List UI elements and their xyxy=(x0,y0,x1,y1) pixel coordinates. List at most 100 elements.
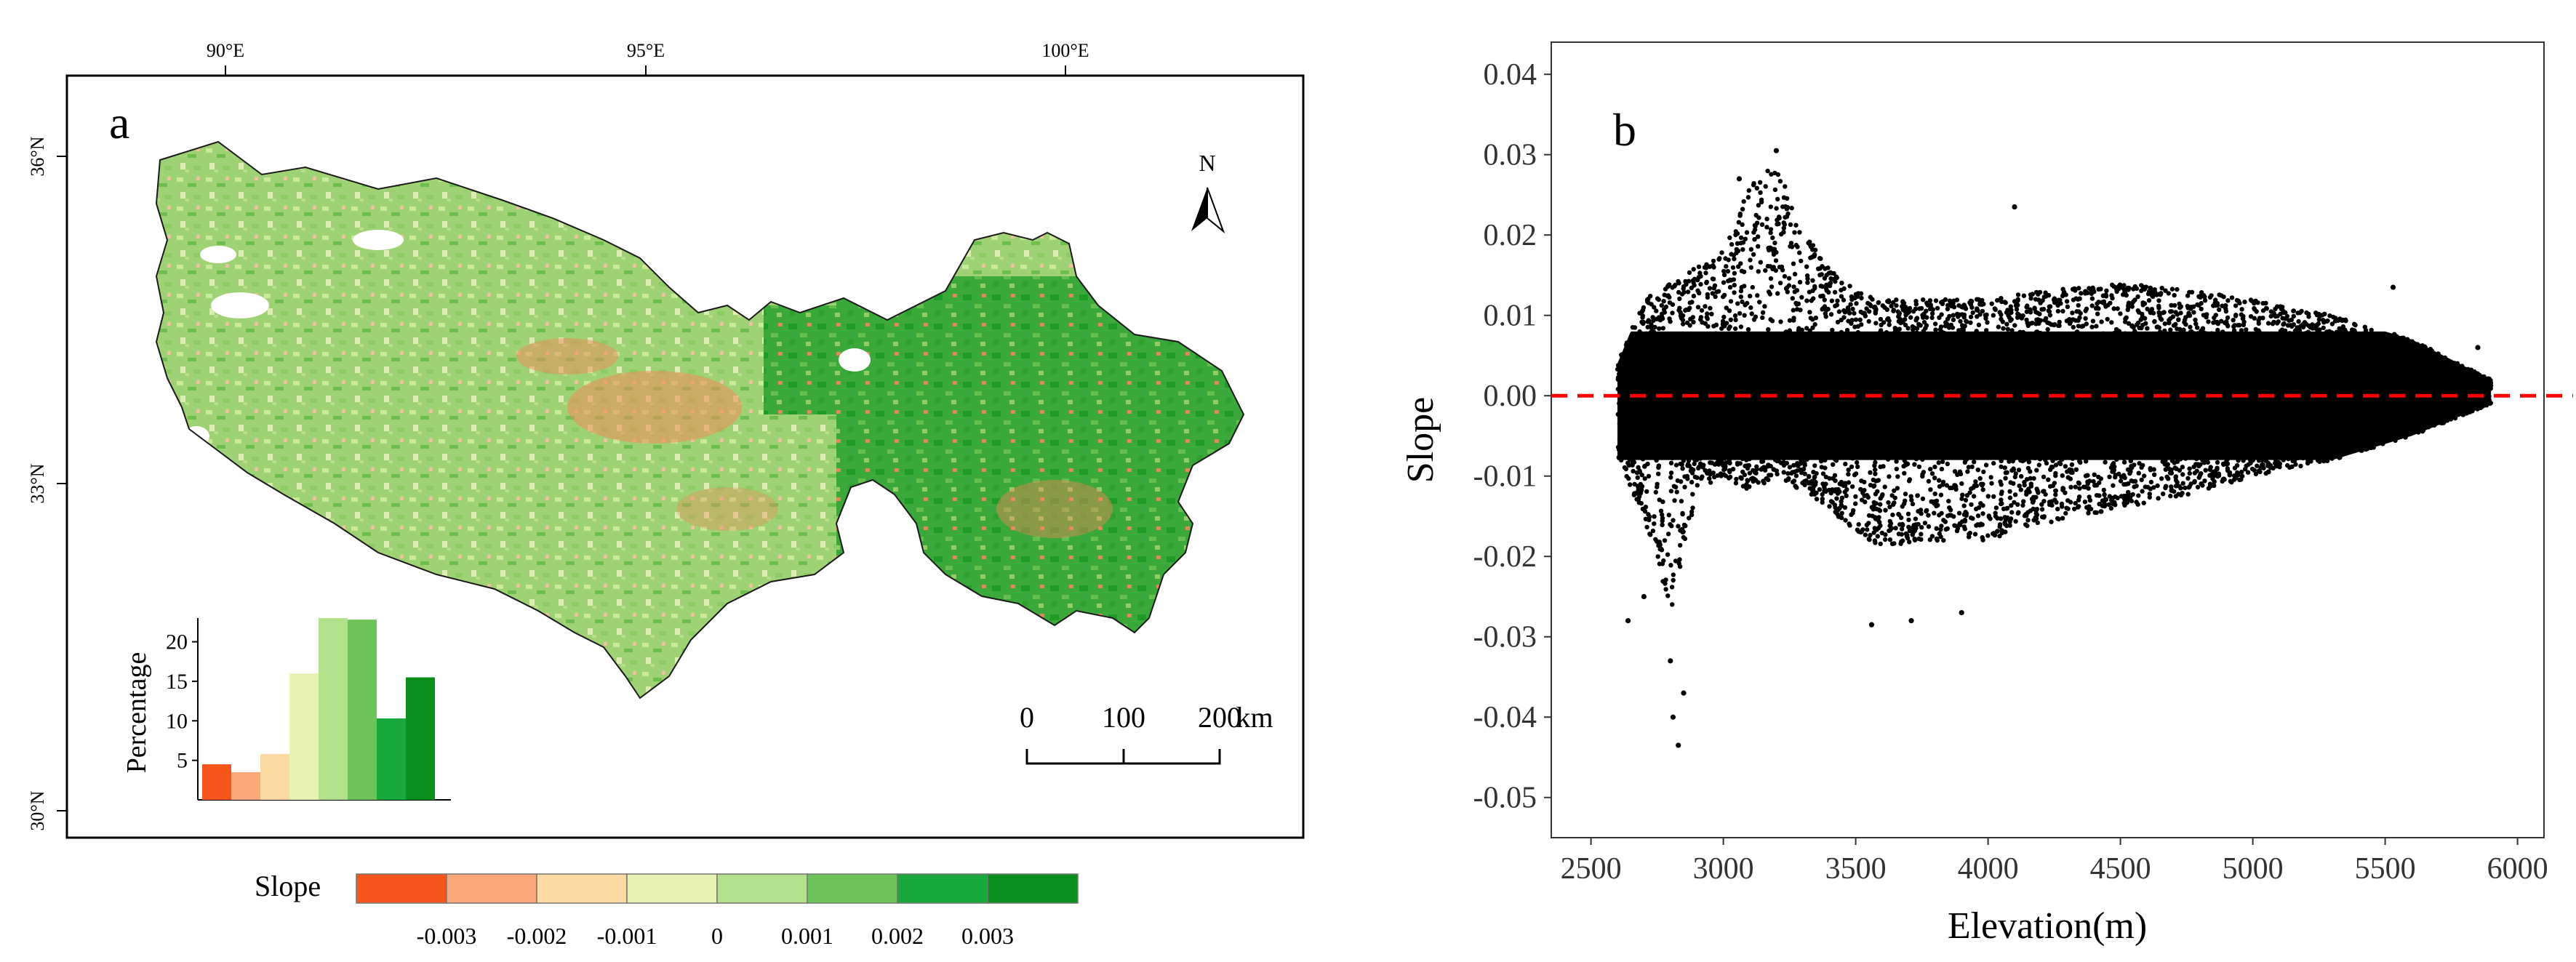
scatter-point xyxy=(1793,351,1799,356)
scatter-point xyxy=(2407,396,2412,401)
scatter-point xyxy=(1811,296,1816,301)
scatter-point xyxy=(2258,443,2263,448)
scatter-point xyxy=(2298,363,2303,368)
scatter-point xyxy=(1793,433,1799,439)
scatter-point xyxy=(1629,425,1635,430)
scatter-point xyxy=(1828,436,1833,441)
scatter-point xyxy=(2015,502,2020,507)
scatter-point xyxy=(2004,321,2009,326)
scatter-point xyxy=(2348,358,2353,364)
scatter-point xyxy=(1873,321,1879,326)
scatter-point xyxy=(2143,435,2148,441)
scatter-point xyxy=(1958,422,1964,428)
scatter-point xyxy=(1743,236,1748,241)
scatter-point xyxy=(2321,454,2327,459)
scatter-point xyxy=(1859,353,1864,358)
scatter-point xyxy=(2169,286,2175,292)
scatter-point xyxy=(2372,364,2377,370)
scatter-point xyxy=(1966,448,1971,453)
scatter-point xyxy=(1718,436,1724,441)
scatter-point xyxy=(2318,397,2323,402)
scatter-point xyxy=(2173,321,2178,327)
scatter-point xyxy=(1758,180,1763,185)
scatter-point xyxy=(2328,436,2333,441)
scatter-point xyxy=(1848,302,1853,307)
scatter-point xyxy=(1788,222,1793,228)
scatter-point xyxy=(2148,465,2153,471)
scatter-point xyxy=(2108,444,2114,449)
scatter-point xyxy=(1748,294,1753,299)
scatter-point xyxy=(2436,351,2441,356)
scatter-point xyxy=(1962,517,1968,523)
scatter-point xyxy=(1755,293,1760,298)
scatter-point xyxy=(2289,317,2295,323)
scatter-point xyxy=(2475,372,2480,377)
scatter-point xyxy=(1733,317,1738,323)
scatter-point xyxy=(1681,458,1686,463)
scatter-point xyxy=(1876,300,1881,305)
scatter-point xyxy=(2194,468,2199,473)
scatter-point xyxy=(2168,332,2174,337)
scatter-point xyxy=(2385,425,2391,430)
scatter-point xyxy=(1690,505,1695,510)
scatter-point xyxy=(1674,489,1679,494)
scatter-point xyxy=(2352,338,2357,343)
scatter-point xyxy=(1640,506,1646,512)
scatter-point xyxy=(1951,514,1956,519)
scatter-point xyxy=(2279,455,2284,461)
scatter-point xyxy=(1968,320,1973,325)
scatter-point xyxy=(1781,230,1786,235)
scatter-point xyxy=(2034,289,2039,295)
scatter-point xyxy=(2300,430,2305,436)
scatter-point xyxy=(1945,461,1950,467)
scatter-point xyxy=(1828,409,1833,414)
scatter-point xyxy=(1740,247,1745,252)
scatter-point xyxy=(2327,313,2332,318)
scatter-point xyxy=(2236,458,2241,463)
scatter-point xyxy=(1891,379,1896,384)
scatter-point xyxy=(2168,493,2173,499)
scatter-point xyxy=(2139,477,2144,483)
scatter-point xyxy=(1687,452,1692,457)
scatter-point xyxy=(1969,486,1974,492)
scatter-point xyxy=(2460,369,2466,374)
scatter-point xyxy=(1916,365,1921,370)
scatter-point xyxy=(1835,319,1841,325)
scatter-point xyxy=(1666,513,1671,518)
scatter-point xyxy=(1896,532,1902,537)
scatter-point xyxy=(2347,425,2352,431)
scatter-point xyxy=(1945,316,1951,321)
scatter-point xyxy=(2069,462,2075,468)
scatter-point xyxy=(2090,285,2095,290)
scatter-point xyxy=(2176,492,2181,497)
scatter-point xyxy=(2351,430,2356,435)
scatter-point xyxy=(2176,344,2182,349)
scatter-point xyxy=(2028,310,2033,315)
scatter-point xyxy=(2265,406,2271,412)
scatter-point xyxy=(2187,466,2192,471)
scatter-point xyxy=(2113,473,2118,478)
scatter-point xyxy=(2295,455,2300,460)
scatter-point xyxy=(2321,372,2327,377)
scatter-point xyxy=(2271,425,2276,430)
scatter-point xyxy=(1665,552,1671,557)
scatter-point xyxy=(2284,364,2289,369)
scatter-point xyxy=(1896,326,1901,332)
scatter-point xyxy=(1823,311,1828,316)
scatter-point xyxy=(1943,434,1948,439)
scatter-point xyxy=(1745,326,1751,332)
scatter-point xyxy=(2295,325,2300,330)
scatter-point xyxy=(2025,321,2030,326)
scatter-point xyxy=(1735,338,1740,343)
scatter-point xyxy=(2310,372,2316,377)
scatter-point xyxy=(1985,446,1991,452)
inset-bar xyxy=(377,718,406,800)
scatter-point xyxy=(1820,471,1826,476)
scatter-point xyxy=(1820,492,1825,497)
scatter-point xyxy=(2316,432,2321,437)
scatter-point xyxy=(1630,325,1636,330)
scatter-point xyxy=(1991,335,1996,340)
scatter-point xyxy=(2004,361,2009,367)
scatter-point xyxy=(2316,365,2321,370)
scatter-point xyxy=(1856,377,1861,382)
